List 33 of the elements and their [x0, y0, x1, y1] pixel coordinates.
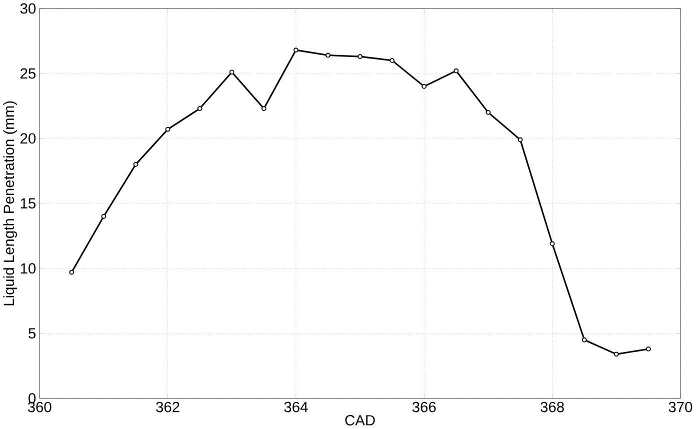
x-axis-title: CAD: [345, 415, 375, 426]
point: [197, 106, 202, 112]
point: [486, 110, 491, 116]
point: [390, 58, 395, 64]
y-tick-label: 20: [20, 133, 36, 144]
y-tick-label: 15: [20, 198, 36, 209]
point: [101, 214, 106, 219]
y-tick-label: 25: [20, 68, 36, 79]
y-tick-label: 30: [20, 3, 36, 14]
point: [550, 241, 555, 246]
point: [582, 338, 587, 342]
point: [646, 346, 651, 352]
point: [133, 162, 138, 168]
x-tick-label: 366: [412, 402, 436, 412]
point: [614, 352, 619, 357]
y-tick-label: 5: [28, 328, 36, 339]
point: [69, 270, 74, 275]
point: [518, 137, 523, 142]
x-tick-label: 362: [156, 402, 180, 412]
point: [229, 70, 234, 75]
point: [326, 52, 330, 58]
point: [165, 127, 170, 132]
point: [261, 106, 266, 112]
y-axis-title: Liquid Length Penetration (mm): [3, 102, 17, 306]
x-tick-label: 368: [540, 402, 564, 412]
y-tick-label: 10: [20, 263, 36, 274]
x-tick-label: 360: [28, 402, 52, 412]
point: [358, 54, 362, 60]
point: [454, 68, 459, 74]
point: [294, 48, 298, 53]
point: [422, 84, 427, 90]
x-tick-label: 370: [668, 402, 692, 412]
x-tick-label: 364: [284, 402, 308, 412]
